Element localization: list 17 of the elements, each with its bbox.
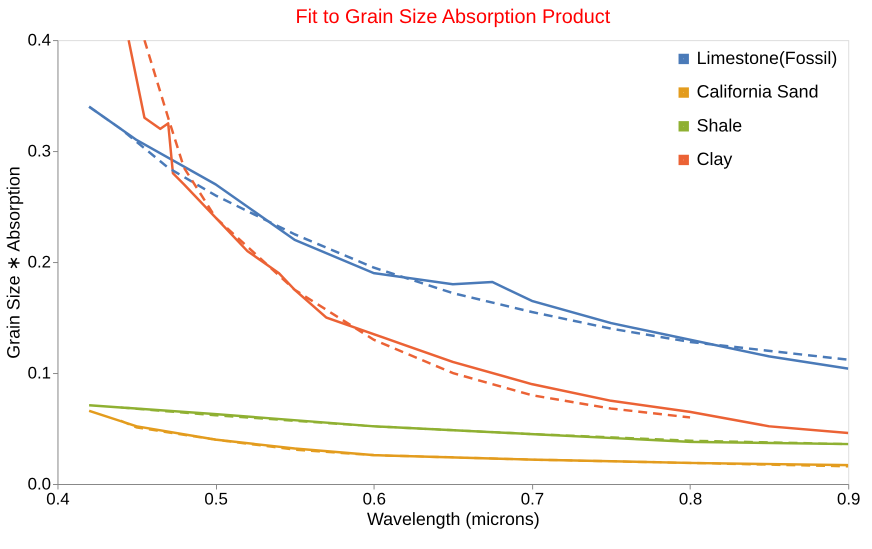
y-tick-label: 0.1 xyxy=(28,363,52,382)
x-tick-label: 0.5 xyxy=(204,489,228,508)
x-tick-label: 0.9 xyxy=(837,489,860,508)
y-tick-label: 0.3 xyxy=(28,142,52,161)
legend-label: Limestone(Fossil) xyxy=(696,48,838,68)
x-axis-title: Wavelength (microns) xyxy=(366,509,540,530)
line-series xyxy=(127,40,848,434)
x-tick-label: 0.7 xyxy=(520,489,544,508)
legend-label: Clay xyxy=(696,148,732,169)
legend-label: Shale xyxy=(696,115,742,136)
chart-title: Fit to Grain Size Absorption Product xyxy=(295,6,611,28)
y-tick-label: 0.4 xyxy=(28,30,52,50)
x-tick-label: 0.6 xyxy=(362,489,386,508)
legend-label: California Sand xyxy=(696,82,819,102)
y-axis-title: Grain Size ∗ Absorption xyxy=(4,166,24,359)
x-tick-label: 0.8 xyxy=(678,489,702,508)
y-tick-label: 0.2 xyxy=(28,252,52,272)
